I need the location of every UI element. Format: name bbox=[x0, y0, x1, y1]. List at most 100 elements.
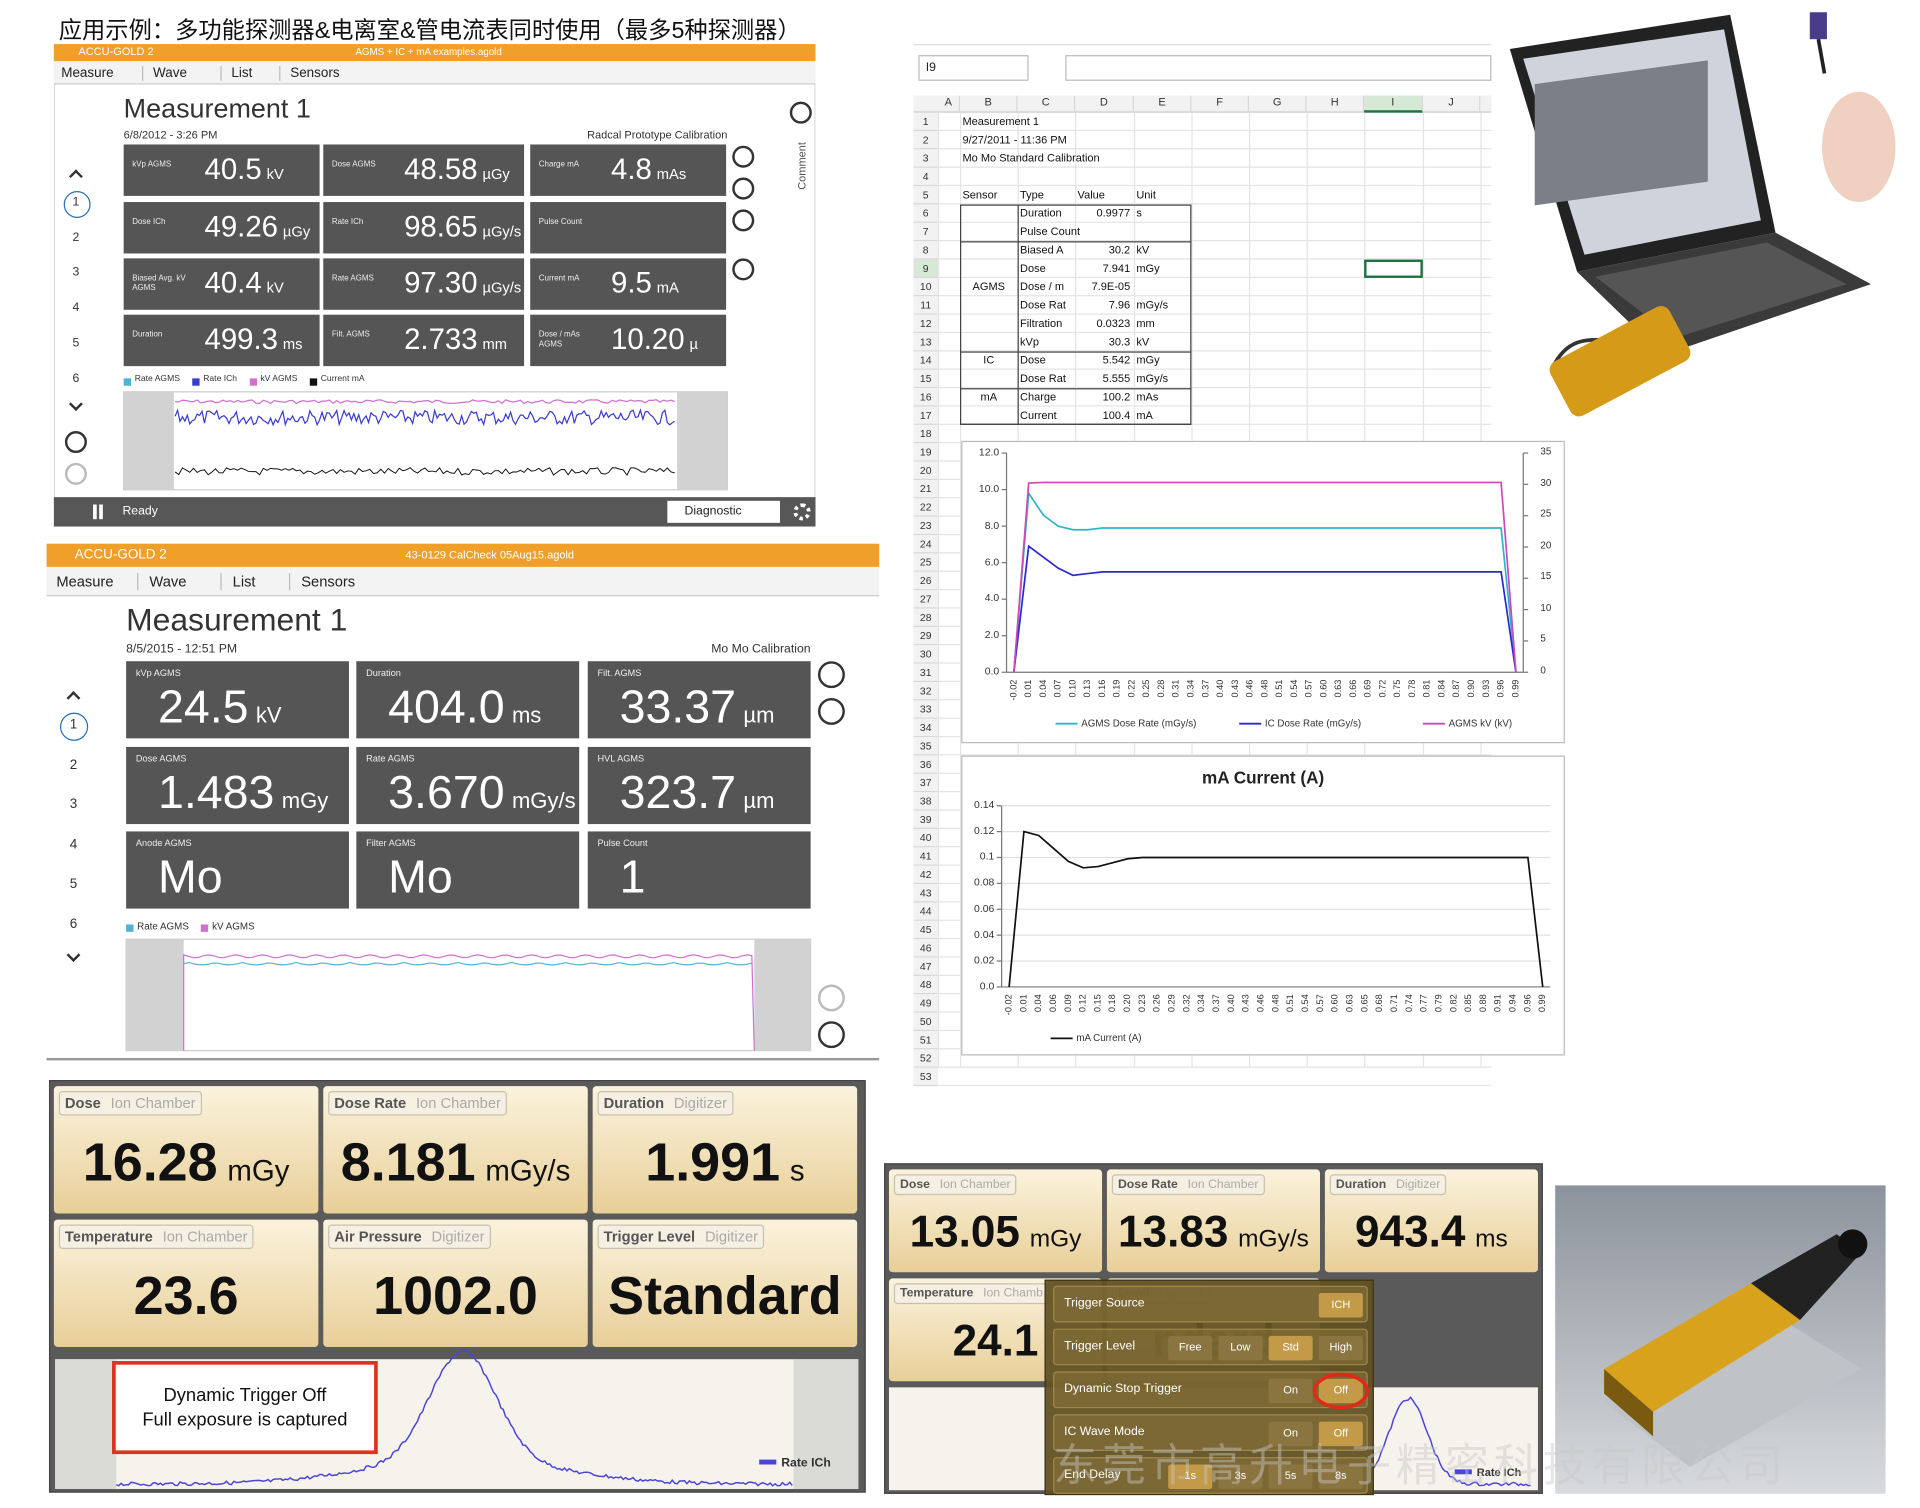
row-index[interactable]: 6 bbox=[69, 917, 78, 932]
icon-button[interactable] bbox=[789, 101, 812, 124]
tile-label: kVp AGMS bbox=[135, 667, 181, 679]
row-index[interactable]: 2 bbox=[69, 757, 78, 773]
measurement-tile: Duration Digitizer 1.991 s bbox=[592, 1086, 858, 1214]
option-button[interactable]: Std bbox=[1268, 1335, 1313, 1361]
selected-index bbox=[60, 712, 89, 741]
option-button[interactable]: Free bbox=[1168, 1335, 1213, 1361]
value: 404.0 bbox=[388, 682, 505, 734]
icon-button[interactable] bbox=[64, 431, 87, 454]
option-button[interactable]: Low bbox=[1218, 1335, 1263, 1361]
row-index[interactable]: 6 bbox=[72, 371, 80, 386]
unit: ms bbox=[282, 335, 303, 353]
settings[interactable] bbox=[793, 503, 811, 521]
value: 1.483 bbox=[157, 767, 275, 820]
column-header: I bbox=[1364, 95, 1423, 113]
icon-button[interactable] bbox=[732, 209, 755, 232]
y2-tick-label: 10 bbox=[1540, 602, 1552, 614]
tab[interactable]: Measure bbox=[61, 66, 114, 81]
measurement-tile: Dose Rate Ion Chamber 8.181 mGy/s bbox=[323, 1086, 588, 1214]
column-header: D bbox=[1075, 95, 1134, 113]
option-button[interactable]: On bbox=[1268, 1421, 1313, 1447]
tile-value: 40.5 kV bbox=[204, 153, 283, 187]
column-header: F bbox=[1191, 95, 1249, 113]
row-header: 24 bbox=[913, 535, 938, 554]
formula-bar[interactable] bbox=[1065, 55, 1492, 81]
icon-button[interactable] bbox=[817, 661, 845, 689]
tab[interactable]: Wave bbox=[142, 66, 187, 81]
row-header: 15 bbox=[913, 369, 938, 389]
row-index[interactable]: 4 bbox=[72, 301, 80, 315]
row-header: 36 bbox=[913, 755, 938, 774]
mode-dropdown[interactable]: Diagnostic bbox=[667, 500, 781, 523]
measurement-tile: kVp AGMS 24.5 kV bbox=[126, 661, 349, 739]
measurement-tile: Dose AGMS 1.483 mGy bbox=[126, 746, 349, 825]
tile-label: Biased Avg. kV AGMS bbox=[132, 274, 186, 293]
tile-label: Charge mA bbox=[538, 160, 580, 169]
measurement-tile: Rate ICh 98.65 µGy/s bbox=[323, 202, 525, 254]
row-header: 53 bbox=[913, 1067, 938, 1087]
cell: kV bbox=[1136, 335, 1150, 348]
row-header: 26 bbox=[913, 571, 938, 591]
measurement-tile: Anode AGMS Mo bbox=[126, 831, 349, 909]
cell: 0.9977 bbox=[1096, 206, 1131, 220]
row-header: 32 bbox=[913, 682, 938, 701]
option-button[interactable]: 8s bbox=[1318, 1464, 1363, 1489]
option-button[interactable]: ICH bbox=[1318, 1293, 1363, 1318]
tile-source: Ion Chamber bbox=[415, 1094, 501, 1112]
unit: kV bbox=[266, 165, 284, 183]
row-index[interactable]: 5 bbox=[69, 877, 78, 892]
tab[interactable]: Sensors bbox=[288, 573, 355, 591]
row-index[interactable]: 5 bbox=[72, 336, 80, 350]
icon-button[interactable] bbox=[817, 984, 845, 1012]
unit: µm bbox=[743, 702, 775, 728]
table-border bbox=[1017, 204, 1019, 425]
tile-header: Temperature Ion Chamber bbox=[58, 1224, 254, 1249]
row-index[interactable]: 4 bbox=[69, 837, 78, 852]
legend-swatch bbox=[249, 378, 257, 386]
play-pause[interactable] bbox=[93, 504, 97, 520]
cell: Filtration bbox=[1020, 317, 1063, 330]
name-box[interactable]: I9 bbox=[918, 55, 1029, 81]
cell: mGy bbox=[1136, 262, 1160, 275]
row-header: 45 bbox=[913, 920, 938, 940]
row-header: 48 bbox=[913, 975, 938, 995]
option-button[interactable]: Off bbox=[1318, 1421, 1363, 1447]
unit: mGy/s bbox=[1238, 1225, 1309, 1253]
cell: 0.0323 bbox=[1096, 317, 1131, 330]
heading: Measurement 1 bbox=[123, 93, 311, 124]
option-button[interactable]: 3s bbox=[1218, 1464, 1263, 1489]
row-index[interactable]: 3 bbox=[69, 797, 78, 813]
tab[interactable]: Measure bbox=[56, 573, 114, 591]
tab[interactable]: List bbox=[220, 66, 252, 81]
row-header: 8 bbox=[913, 241, 938, 260]
y-tick-label: 8.0 bbox=[984, 518, 1000, 532]
unit: kV bbox=[266, 279, 284, 297]
icon-button[interactable] bbox=[732, 177, 755, 200]
tab[interactable]: List bbox=[220, 573, 256, 591]
row-index[interactable]: 3 bbox=[72, 266, 80, 280]
row-index[interactable]: 2 bbox=[72, 231, 80, 245]
row-header: 27 bbox=[913, 590, 938, 609]
icon-button[interactable] bbox=[817, 697, 845, 725]
column-header: E bbox=[1134, 95, 1192, 113]
tab[interactable]: Sensors bbox=[279, 66, 340, 81]
tile-value: 49.26 µGy bbox=[204, 211, 310, 245]
y-tick-label: 0.02 bbox=[974, 953, 995, 966]
icon-button[interactable] bbox=[732, 258, 755, 281]
option-button[interactable]: High bbox=[1318, 1335, 1363, 1361]
option-button[interactable]: 1s bbox=[1168, 1464, 1213, 1489]
cell: 5.542 bbox=[1102, 353, 1131, 367]
tab[interactable]: Wave bbox=[137, 573, 186, 591]
icon-button[interactable] bbox=[817, 1021, 845, 1049]
icon-button[interactable] bbox=[732, 145, 755, 168]
option-button[interactable]: 5s bbox=[1268, 1464, 1313, 1489]
tile-value: 1.483 mGy bbox=[158, 768, 328, 821]
grid-row bbox=[937, 276, 1492, 278]
icon-button[interactable] bbox=[64, 462, 87, 485]
tile-label: Dose ICh bbox=[132, 217, 166, 227]
tile-value: 1002.0 bbox=[323, 1266, 587, 1327]
column-header-bar bbox=[913, 95, 1492, 113]
tile-label: Duration bbox=[1335, 1177, 1387, 1192]
option-button[interactable]: On bbox=[1268, 1378, 1313, 1404]
